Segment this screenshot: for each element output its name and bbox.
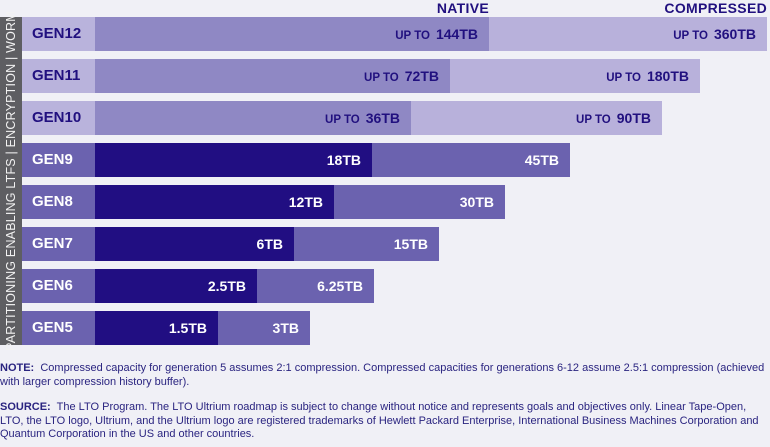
up-to-prefix: UP TO bbox=[576, 114, 611, 126]
bar-row-gen9: GEN9 18TB 45TB bbox=[22, 143, 570, 177]
compressed-value-label: 180TB bbox=[646, 68, 689, 84]
compressed-bar: 15TB bbox=[294, 227, 439, 261]
compressed-value-label: 15TB bbox=[393, 236, 428, 252]
native-bar: UP TO 36TB bbox=[95, 101, 411, 135]
compressed-value-label: 90TB bbox=[616, 110, 651, 126]
up-to-prefix: UP TO bbox=[325, 114, 360, 126]
note-label: NOTE: bbox=[0, 362, 35, 374]
source: SOURCE: The LTO Program. The LTO Ultrium… bbox=[0, 401, 770, 442]
compressed-bar: 45TB bbox=[372, 143, 570, 177]
compressed-bar: UP TO 90TB bbox=[411, 101, 662, 135]
native-bar: 1.5TB bbox=[95, 311, 218, 345]
compressed-bar: 6.25TB bbox=[257, 269, 374, 303]
category-label: GEN10 bbox=[22, 101, 95, 135]
compressed-value-label: 360TB bbox=[713, 26, 756, 42]
bar-row-gen5: GEN5 1.5TB 3TB bbox=[22, 311, 310, 345]
up-to-prefix: UP TO bbox=[673, 30, 708, 42]
source-label: SOURCE: bbox=[0, 401, 51, 413]
compressed-value-label: 45TB bbox=[524, 152, 559, 168]
category-label: GEN9 bbox=[22, 143, 95, 177]
up-to-prefix: UP TO bbox=[364, 72, 399, 84]
native-value-label: 18TB bbox=[326, 152, 361, 168]
category-label: GEN12 bbox=[22, 17, 95, 51]
legend-native: NATIVE bbox=[436, 0, 489, 16]
category-label: GEN5 bbox=[22, 311, 95, 345]
compressed-bar: UP TO 360TB bbox=[489, 17, 767, 51]
bar-row-gen8: GEN8 12TB 30TB bbox=[22, 185, 505, 219]
native-bar: 6TB bbox=[95, 227, 294, 261]
bar-row-gen6: GEN6 2.5TB 6.25TB bbox=[22, 269, 374, 303]
source-text: The LTO Program. The LTO Ultrium roadmap… bbox=[0, 401, 759, 440]
compressed-value-label: 3TB bbox=[272, 320, 299, 336]
feature-sidebar-label: PARTITIONING ENABLING LTFS | ENCRYPTION … bbox=[4, 11, 18, 351]
native-bar: 12TB bbox=[95, 185, 334, 219]
native-value-label: 12TB bbox=[288, 194, 323, 210]
compressed-value-label: 30TB bbox=[459, 194, 494, 210]
note: NOTE: Compressed capacity for generation… bbox=[0, 362, 770, 389]
native-value-label: 1.5TB bbox=[168, 320, 207, 336]
category-label: GEN7 bbox=[22, 227, 95, 261]
bar-row-gen12: GEN12 UP TO 144TB UP TO 360TB bbox=[22, 17, 767, 51]
bar-row-gen11: GEN11 UP TO 72TB UP TO 180TB bbox=[22, 59, 700, 93]
compressed-bar: 30TB bbox=[334, 185, 505, 219]
native-bar: UP TO 72TB bbox=[95, 59, 450, 93]
note-text: Compressed capacity for generation 5 ass… bbox=[0, 362, 765, 388]
bar-row-gen7: GEN7 6TB 15TB bbox=[22, 227, 439, 261]
native-bar: 18TB bbox=[95, 143, 372, 177]
feature-sidebar: PARTITIONING ENABLING LTFS | ENCRYPTION … bbox=[0, 11, 22, 351]
compressed-bar: UP TO 180TB bbox=[450, 59, 700, 93]
native-value-label: 36TB bbox=[365, 110, 400, 126]
compressed-bar: 3TB bbox=[218, 311, 310, 345]
category-label: GEN6 bbox=[22, 269, 95, 303]
category-label: GEN8 bbox=[22, 185, 95, 219]
native-value-label: 6TB bbox=[256, 236, 283, 252]
compressed-value-label: 6.25TB bbox=[317, 278, 363, 294]
bar-row-gen10: GEN10 UP TO 36TB UP TO 90TB bbox=[22, 101, 662, 135]
native-bar: UP TO 144TB bbox=[95, 17, 489, 51]
native-value-label: 72TB bbox=[404, 68, 439, 84]
native-bar: 2.5TB bbox=[95, 269, 257, 303]
up-to-prefix: UP TO bbox=[606, 72, 641, 84]
up-to-prefix: UP TO bbox=[395, 30, 430, 42]
legend-compressed: COMPRESSED bbox=[664, 0, 767, 16]
native-value-label: 144TB bbox=[435, 26, 478, 42]
category-label: GEN11 bbox=[22, 59, 95, 93]
native-value-label: 2.5TB bbox=[207, 278, 246, 294]
